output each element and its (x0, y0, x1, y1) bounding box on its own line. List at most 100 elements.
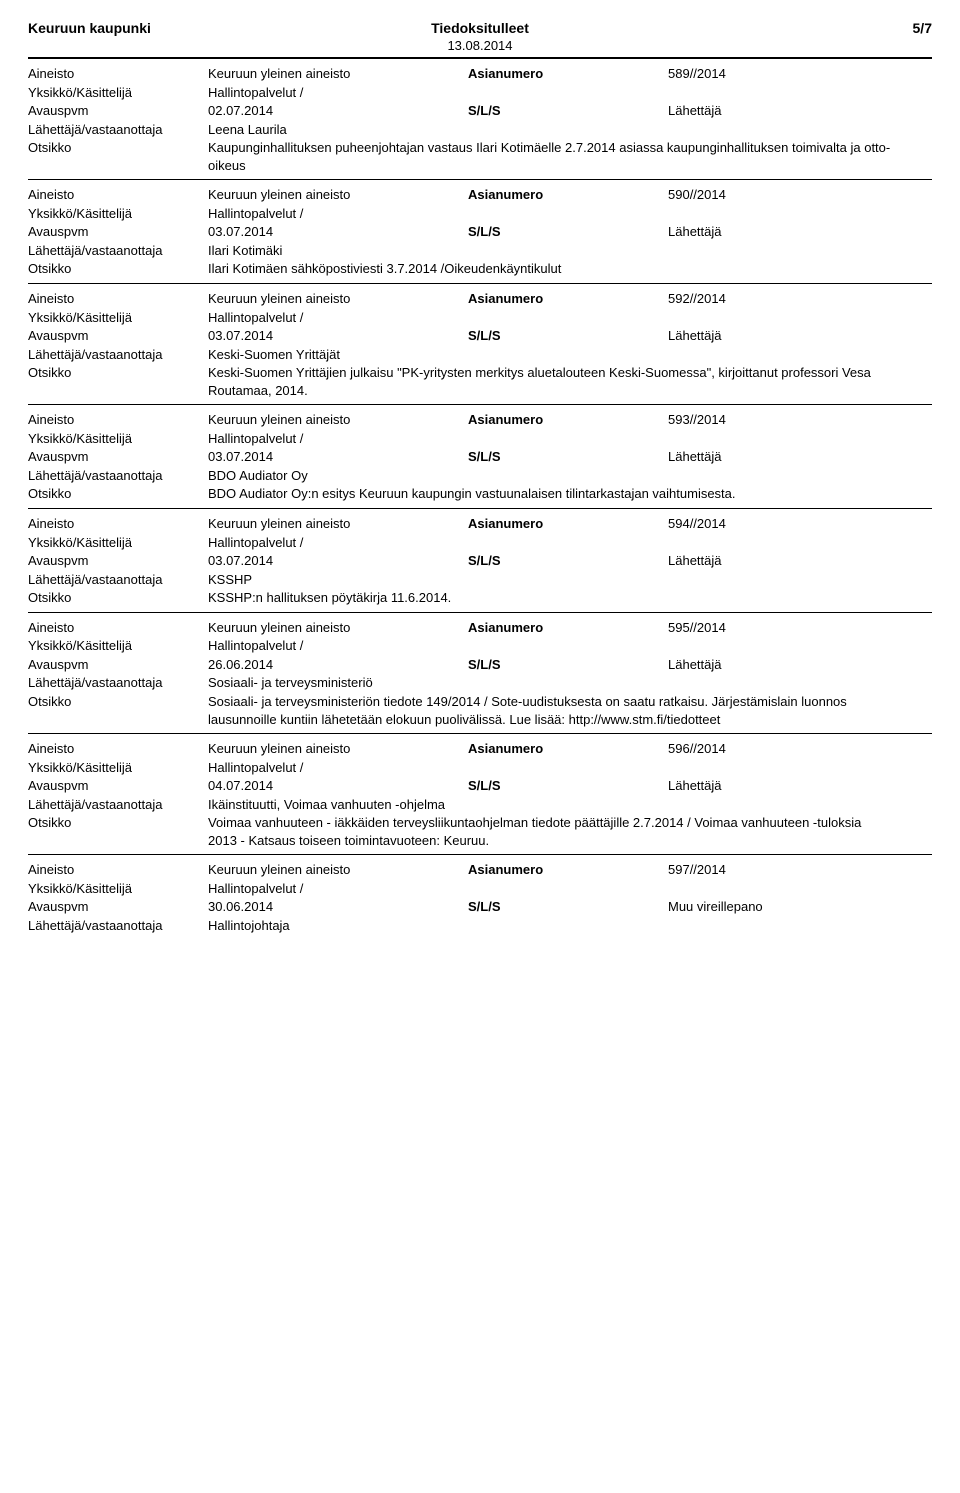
label-otsikko: Otsikko (28, 260, 208, 278)
value-yksikko: Hallintopalvelut / (208, 309, 932, 327)
page-header: Keuruun kaupunki Tiedoksitulleet 5/7 (28, 20, 932, 36)
label-yksikko: Yksikkö/Käsittelijä (28, 309, 208, 327)
label-avauspvm: Avauspvm (28, 223, 208, 241)
record: AineistoKeuruun yleinen aineistoAsianume… (28, 613, 932, 733)
label-aineisto: Aineisto (28, 186, 208, 204)
value-asianumero: 597//2014 (668, 861, 932, 879)
row-aineisto: AineistoKeuruun yleinen aineistoAsianume… (28, 861, 932, 879)
value-otsikko: Voimaa vanhuuteen - iäkkäiden terveyslii… (208, 814, 932, 849)
row-yksikko: Yksikkö/KäsittelijäHallintopalvelut / (28, 205, 932, 223)
value-yksikko: Hallintopalvelut / (208, 637, 932, 655)
value-lahettaja: Leena Laurila (208, 121, 932, 139)
label-sls: S/L/S (468, 898, 668, 916)
record: AineistoKeuruun yleinen aineistoAsianume… (28, 180, 932, 283)
label-aineisto: Aineisto (28, 740, 208, 758)
record: AineistoKeuruun yleinen aineistoAsianume… (28, 509, 932, 612)
label-avauspvm: Avauspvm (28, 448, 208, 466)
value-asianumero: 589//2014 (668, 65, 932, 83)
record: AineistoKeuruun yleinen aineistoAsianume… (28, 59, 932, 179)
value-yksikko: Hallintopalvelut / (208, 880, 932, 898)
value-otsikko: BDO Audiator Oy:n esitys Keuruun kaupung… (208, 485, 932, 503)
label-otsikko: Otsikko (28, 139, 208, 157)
label-lahettaja: Lähettäjä/vastaanottaja (28, 242, 208, 260)
value-aineisto: Keuruun yleinen aineisto (208, 515, 468, 533)
row-otsikko: OtsikkoIlari Kotimäen sähköpostiviesti 3… (28, 260, 932, 278)
label-lahettaja: Lähettäjä/vastaanottaja (28, 571, 208, 589)
value-lahettaja: KSSHP (208, 571, 932, 589)
label-aineisto: Aineisto (28, 65, 208, 83)
value-otsikko: Kaupunginhallituksen puheenjohtajan vast… (208, 139, 932, 174)
value-avauspvm: 26.06.2014 (208, 656, 468, 674)
row-lahettaja: Lähettäjä/vastaanottajaIkäinstituutti, V… (28, 796, 932, 814)
value-lahettaja: BDO Audiator Oy (208, 467, 932, 485)
row-lahettaja: Lähettäjä/vastaanottajaHallintojohtaja (28, 917, 932, 935)
value-yksikko: Hallintopalvelut / (208, 534, 932, 552)
value-avauspvm: 04.07.2014 (208, 777, 468, 795)
label-asianumero: Asianumero (468, 65, 668, 83)
value-lahettaja: Ilari Kotimäki (208, 242, 932, 260)
row-aineisto: AineistoKeuruun yleinen aineistoAsianume… (28, 65, 932, 83)
row-otsikko: OtsikkoKeski-Suomen Yrittäjien julkaisu … (28, 364, 932, 399)
row-yksikko: Yksikkö/KäsittelijäHallintopalvelut / (28, 430, 932, 448)
row-aineisto: AineistoKeuruun yleinen aineistoAsianume… (28, 619, 932, 637)
value-asianumero: 596//2014 (668, 740, 932, 758)
value-asianumero: 595//2014 (668, 619, 932, 637)
row-otsikko: OtsikkoKSSHP:n hallituksen pöytäkirja 11… (28, 589, 932, 607)
row-aineisto: AineistoKeuruun yleinen aineistoAsianume… (28, 411, 932, 429)
row-aineisto: AineistoKeuruun yleinen aineistoAsianume… (28, 740, 932, 758)
row-lahettaja: Lähettäjä/vastaanottajaLeena Laurila (28, 121, 932, 139)
value-sls: Lähettäjä (668, 102, 932, 120)
label-avauspvm: Avauspvm (28, 656, 208, 674)
record: AineistoKeuruun yleinen aineistoAsianume… (28, 284, 932, 404)
value-sls: Lähettäjä (668, 777, 932, 795)
label-yksikko: Yksikkö/Käsittelijä (28, 534, 208, 552)
label-avauspvm: Avauspvm (28, 898, 208, 916)
label-sls: S/L/S (468, 448, 668, 466)
label-yksikko: Yksikkö/Käsittelijä (28, 759, 208, 777)
label-asianumero: Asianumero (468, 740, 668, 758)
value-sls: Lähettäjä (668, 448, 932, 466)
value-avauspvm: 03.07.2014 (208, 448, 468, 466)
value-avauspvm: 30.06.2014 (208, 898, 468, 916)
row-avauspvm: Avauspvm03.07.2014S/L/SLähettäjä (28, 552, 932, 570)
value-sls: Lähettäjä (668, 327, 932, 345)
record: AineistoKeuruun yleinen aineistoAsianume… (28, 855, 932, 939)
value-sls: Lähettäjä (668, 223, 932, 241)
value-avauspvm: 03.07.2014 (208, 223, 468, 241)
row-lahettaja: Lähettäjä/vastaanottajaKeski-Suomen Yrit… (28, 346, 932, 364)
value-aineisto: Keuruun yleinen aineisto (208, 619, 468, 637)
row-yksikko: Yksikkö/KäsittelijäHallintopalvelut / (28, 880, 932, 898)
label-lahettaja: Lähettäjä/vastaanottaja (28, 467, 208, 485)
value-aineisto: Keuruun yleinen aineisto (208, 290, 468, 308)
label-otsikko: Otsikko (28, 814, 208, 832)
row-otsikko: OtsikkoVoimaa vanhuuteen - iäkkäiden ter… (28, 814, 932, 849)
row-yksikko: Yksikkö/KäsittelijäHallintopalvelut / (28, 84, 932, 102)
label-asianumero: Asianumero (468, 186, 668, 204)
value-yksikko: Hallintopalvelut / (208, 205, 932, 223)
label-yksikko: Yksikkö/Käsittelijä (28, 84, 208, 102)
header-center: Tiedoksitulleet (329, 20, 630, 36)
label-lahettaja: Lähettäjä/vastaanottaja (28, 346, 208, 364)
value-avauspvm: 03.07.2014 (208, 552, 468, 570)
label-lahettaja: Lähettäjä/vastaanottaja (28, 121, 208, 139)
row-avauspvm: Avauspvm03.07.2014S/L/SLähettäjä (28, 327, 932, 345)
value-aineisto: Keuruun yleinen aineisto (208, 186, 468, 204)
row-avauspvm: Avauspvm30.06.2014S/L/SMuu vireillepano (28, 898, 932, 916)
header-date: 13.08.2014 (28, 38, 932, 53)
value-yksikko: Hallintopalvelut / (208, 84, 932, 102)
label-yksikko: Yksikkö/Käsittelijä (28, 637, 208, 655)
row-avauspvm: Avauspvm03.07.2014S/L/SLähettäjä (28, 223, 932, 241)
label-aineisto: Aineisto (28, 861, 208, 879)
header-page: 5/7 (631, 20, 932, 36)
label-otsikko: Otsikko (28, 589, 208, 607)
label-sls: S/L/S (468, 656, 668, 674)
value-aineisto: Keuruun yleinen aineisto (208, 65, 468, 83)
value-sls: Lähettäjä (668, 552, 932, 570)
value-asianumero: 590//2014 (668, 186, 932, 204)
label-aineisto: Aineisto (28, 290, 208, 308)
record: AineistoKeuruun yleinen aineistoAsianume… (28, 405, 932, 508)
label-asianumero: Asianumero (468, 619, 668, 637)
row-otsikko: OtsikkoKaupunginhallituksen puheenjohtaj… (28, 139, 932, 174)
row-avauspvm: Avauspvm26.06.2014S/L/SLähettäjä (28, 656, 932, 674)
label-lahettaja: Lähettäjä/vastaanottaja (28, 674, 208, 692)
